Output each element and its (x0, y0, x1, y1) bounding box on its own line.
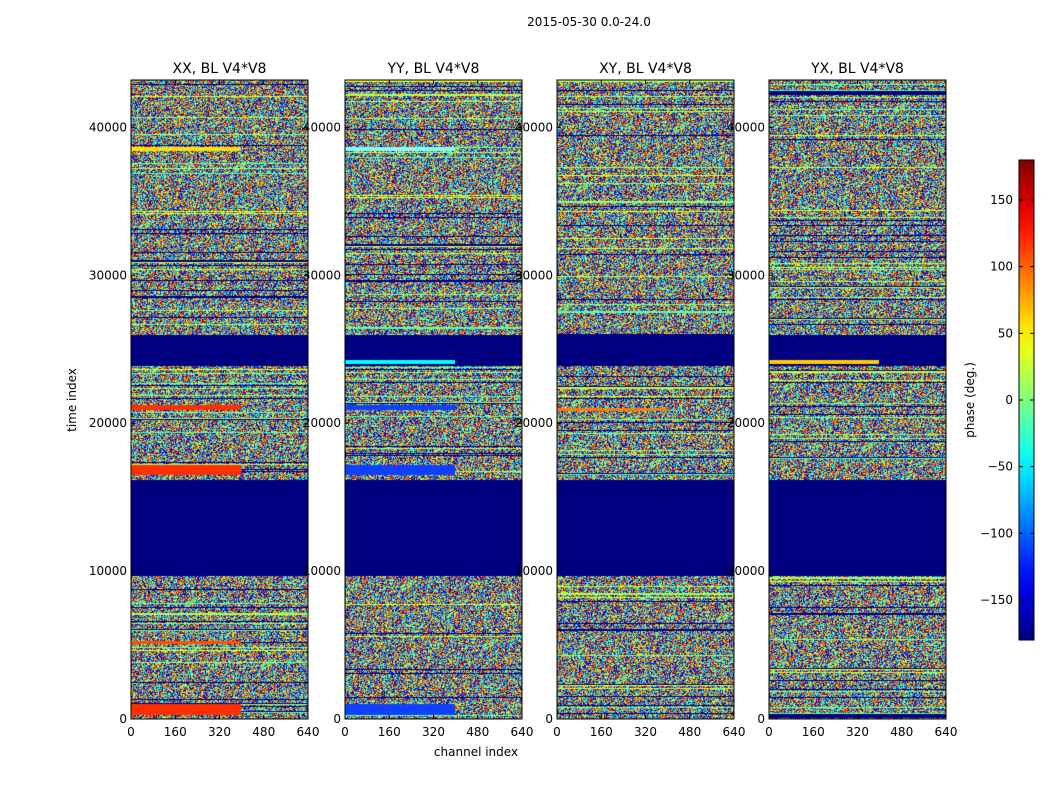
figure-suptitle: 2015-05-30 0.0-24.0 (527, 15, 651, 29)
y-tick-label: 40000 (515, 120, 553, 134)
colorbar-label: phase (deg.) (963, 362, 977, 438)
x-tick-label: 640 (511, 725, 534, 739)
x-tick-label: 320 (422, 725, 445, 739)
colorbar-tick-label: −150 (980, 593, 1013, 607)
x-tick-label: 640 (297, 725, 320, 739)
y-tick-label: 0 (757, 712, 765, 726)
y-axis-label: time index (65, 368, 79, 432)
y-tick-label: 20000 (89, 416, 127, 430)
y-tick-label: 30000 (727, 268, 765, 282)
panel-xy: XY, BL V4*V8 0 160 320 480 640 0 10000 20000 3000… (515, 61, 746, 739)
x-tick-label: 320 (846, 725, 869, 739)
y-tick-label: 0 (119, 712, 127, 726)
x-tick-label: 0 (765, 725, 773, 739)
colorbar-tick-label: 50 (998, 326, 1013, 340)
x-tick-label: 480 (252, 725, 275, 739)
x-tick-label: 640 (723, 725, 746, 739)
heatmap-image-xy (557, 80, 734, 719)
heatmap-image-yy (345, 80, 522, 719)
panels-group: XX, BL V4*V8 0 160 320 480 640 0 10000 20000 3000… (89, 61, 958, 739)
x-tick-label: 160 (802, 725, 825, 739)
x-tick-label: 0 (127, 725, 135, 739)
colorbar-tick-label: 0 (1005, 393, 1013, 407)
heatmap-image-xx (131, 80, 308, 719)
x-tick-label: 320 (208, 725, 231, 739)
x-tick-label: 160 (378, 725, 401, 739)
y-tick-label: 10000 (303, 564, 341, 578)
colorbar-tick-label: −50 (988, 460, 1013, 474)
heatmap-image-yx (769, 80, 946, 719)
panel-title: XX, BL V4*V8 (173, 61, 267, 77)
y-tick-label: 0 (545, 712, 553, 726)
y-tick-label: 40000 (89, 120, 127, 134)
y-tick-label: 10000 (515, 564, 553, 578)
x-tick-label: 640 (935, 725, 958, 739)
colorbar-tick-label: −100 (980, 526, 1013, 540)
y-tick-label: 30000 (515, 268, 553, 282)
panel-xx: XX, BL V4*V8 0 160 320 480 640 0 10000 20000 3000… (89, 61, 320, 739)
y-tick-label: 30000 (89, 268, 127, 282)
x-axis-label: channel index (434, 745, 518, 759)
colorbar-tick-label: 150 (990, 193, 1013, 207)
y-tick-label: 0 (333, 712, 341, 726)
y-tick-label: 20000 (515, 416, 553, 430)
x-tick-label: 0 (553, 725, 561, 739)
panel-yx: YX, BL V4*V8 0 160 320 480 640 0 10000 20000 3000… (727, 61, 958, 739)
y-tick-label: 40000 (727, 120, 765, 134)
x-tick-label: 160 (590, 725, 613, 739)
x-tick-label: 0 (341, 725, 349, 739)
x-tick-label: 480 (890, 725, 913, 739)
y-tick-label: 40000 (303, 120, 341, 134)
panel-title: XY, BL V4*V8 (599, 61, 692, 77)
panel-yy: YY, BL V4*V8 0 160 320 480 640 0 10000 20000 3000… (303, 61, 534, 739)
y-tick-label: 10000 (89, 564, 127, 578)
x-tick-label: 480 (466, 725, 489, 739)
x-tick-label: 160 (164, 725, 187, 739)
x-tick-label: 320 (634, 725, 657, 739)
x-tick-label: 480 (678, 725, 701, 739)
colorbar: 150 100 50 0 −50 −100 −150 phase (deg.) (963, 159, 1035, 641)
y-tick-label: 20000 (303, 416, 341, 430)
panel-title: YY, BL V4*V8 (387, 61, 480, 77)
y-tick-label: 30000 (303, 268, 341, 282)
colorbar-tick-label: 100 (990, 260, 1013, 274)
panel-title: YX, BL V4*V8 (810, 61, 904, 77)
y-tick-label: 20000 (727, 416, 765, 430)
y-tick-label: 10000 (727, 564, 765, 578)
